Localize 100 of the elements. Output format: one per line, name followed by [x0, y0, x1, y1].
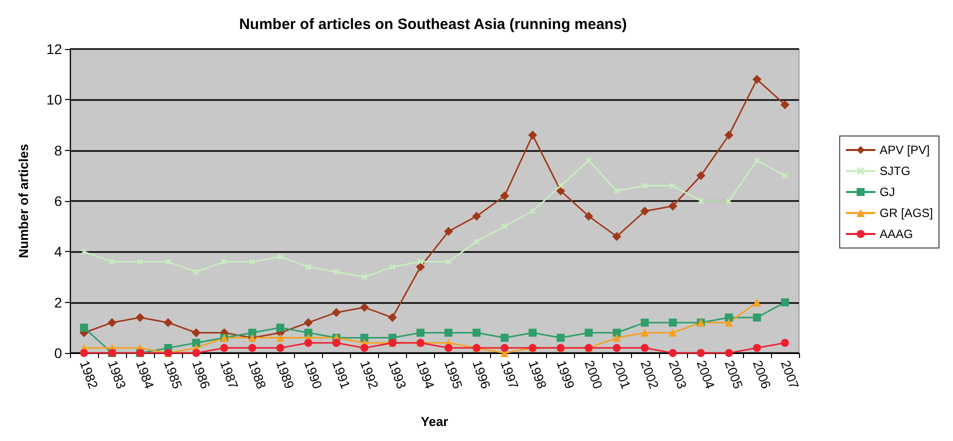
- point: [108, 318, 117, 328]
- x-tick-label: 2003: [666, 358, 690, 391]
- legend-label: APV [PV]: [880, 143, 930, 157]
- point: [332, 338, 340, 347]
- x-tick-label: 1995: [441, 358, 466, 391]
- y-tick-label: 4: [54, 244, 62, 260]
- point: [192, 338, 200, 347]
- point: [248, 344, 256, 352]
- x-tick-label: 1992: [357, 358, 382, 391]
- point: [724, 130, 734, 140]
- x-tick-label: 1993: [385, 358, 410, 391]
- x-tick-label: 1994: [413, 358, 438, 391]
- point: [752, 74, 762, 84]
- point: [192, 349, 200, 357]
- point: [81, 248, 88, 255]
- point: [360, 302, 369, 312]
- point: [780, 338, 789, 347]
- point: [80, 349, 88, 357]
- point: [584, 212, 594, 221]
- x-tick-label: 1983: [105, 358, 129, 391]
- point: [528, 328, 537, 337]
- point: [752, 344, 761, 352]
- legend-label: SJTG: [880, 164, 910, 178]
- y-tick-label: 6: [54, 193, 62, 209]
- point: [474, 238, 480, 245]
- point: [248, 328, 256, 337]
- x-tick-label: 1991: [329, 358, 354, 391]
- point: [388, 313, 397, 322]
- point: [754, 157, 760, 164]
- legend-label: GJ: [880, 185, 895, 199]
- point: [444, 344, 453, 352]
- point: [360, 334, 368, 342]
- point: [668, 318, 677, 327]
- point: [612, 232, 622, 241]
- point: [640, 344, 649, 352]
- point: [724, 349, 733, 357]
- point: [416, 262, 425, 272]
- point: [640, 328, 649, 337]
- y-axis-title: Number of articles: [16, 144, 31, 258]
- x-tick-label: 1986: [189, 358, 214, 391]
- point: [444, 328, 453, 337]
- point: [752, 314, 761, 322]
- x-tick-label: 2002: [638, 358, 662, 391]
- point: [444, 226, 454, 236]
- y-tick-label: 8: [54, 142, 62, 158]
- x-tick-label: 2007: [778, 358, 802, 391]
- point: [612, 328, 621, 337]
- point: [472, 212, 482, 221]
- point: [696, 349, 705, 357]
- point: [556, 186, 566, 196]
- point: [696, 171, 706, 180]
- point: [276, 344, 284, 352]
- point: [500, 191, 510, 200]
- point: [724, 318, 733, 327]
- x-tick-label: 2000: [582, 358, 606, 391]
- x-tick-label: 1996: [470, 358, 494, 391]
- point: [584, 328, 593, 337]
- x-axis-title: Year: [420, 414, 448, 429]
- point: [528, 130, 538, 140]
- legend-label: AAAG: [880, 227, 914, 241]
- point: [724, 314, 733, 322]
- x-tick-label: 1998: [526, 358, 550, 391]
- x-tick-label: 1997: [498, 358, 522, 391]
- point: [360, 344, 368, 352]
- point: [668, 202, 678, 211]
- point: [276, 324, 284, 332]
- x-tick-label: 1988: [245, 358, 270, 391]
- x-tick-label: 1999: [554, 358, 578, 391]
- y-tick-label: 10: [46, 92, 62, 108]
- x-tick-label: 1984: [133, 358, 158, 391]
- point: [500, 334, 509, 342]
- point: [668, 328, 677, 337]
- point: [612, 334, 621, 342]
- point: [389, 264, 396, 270]
- point: [640, 318, 649, 327]
- point: [192, 328, 201, 338]
- point: [416, 328, 424, 337]
- chart-title: Number of articles on Southeast Asia (running means): [239, 16, 627, 33]
- point: [500, 344, 509, 352]
- x-tick-label: 2004: [694, 358, 718, 391]
- point: [80, 324, 88, 332]
- point: [726, 198, 732, 204]
- point: [304, 328, 312, 337]
- y-tick-label: 0: [54, 345, 62, 361]
- point: [698, 198, 704, 204]
- y-tick-label: 12: [46, 41, 62, 57]
- x-tick-label: 1982: [76, 358, 101, 391]
- point: [164, 318, 173, 328]
- point: [752, 298, 761, 306]
- point: [220, 344, 228, 352]
- point: [780, 100, 790, 110]
- x-tick-label: 1987: [217, 358, 242, 391]
- x-tick-label: 1990: [301, 358, 326, 391]
- point: [780, 298, 789, 306]
- x-tick-label: 1989: [273, 358, 298, 391]
- point: [332, 308, 341, 317]
- point: [276, 334, 284, 342]
- point: [304, 318, 313, 328]
- y-tick-label: 2: [54, 294, 62, 310]
- x-tick-label: 2006: [750, 358, 774, 391]
